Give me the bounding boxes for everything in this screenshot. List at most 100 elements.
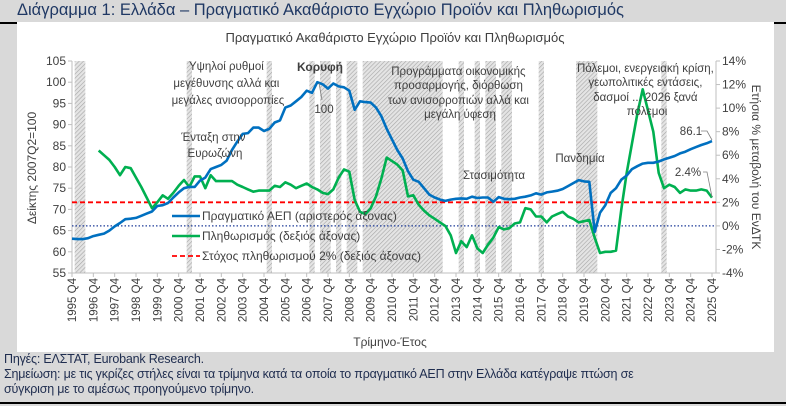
x-tick-label: 2022 Q4 bbox=[643, 277, 655, 322]
divider bbox=[774, 22, 786, 24]
x-tick-label: 1996 Q4 bbox=[88, 277, 100, 322]
annotation-boom: Υψηλοί ρυθμοί μεγέθυνσης αλλά και μεγάλε… bbox=[172, 61, 285, 107]
x-tick-label: 2019 Q4 bbox=[579, 277, 591, 322]
recession-band bbox=[538, 61, 544, 273]
left-tick-label: 60 bbox=[53, 245, 67, 259]
chart-panel: Πραγματικό Ακαθάριστο Εγχώριο Προϊόν και… bbox=[17, 22, 774, 352]
recession-band bbox=[320, 61, 331, 273]
right-tick-label: 14% bbox=[722, 54, 746, 68]
recession-band bbox=[661, 61, 667, 273]
chart-title: Πραγματικό Ακαθάριστο Εγχώριο Προϊόν και… bbox=[226, 30, 565, 45]
x-tick-label: 2013 Q4 bbox=[451, 277, 463, 322]
annotation-euro: Ένταξη στην Ευρωζώνη bbox=[180, 132, 249, 160]
right-tick-label: 0% bbox=[722, 219, 740, 233]
left-tick-label: 100 bbox=[46, 75, 66, 89]
left-tick-label: 80 bbox=[53, 160, 67, 174]
right-tick-label: 12% bbox=[722, 78, 746, 92]
x-tick-label: 2002 Q4 bbox=[216, 277, 228, 322]
shading-note-cont: σύγκριση με το αμέσως προηγούμενο τρίμην… bbox=[4, 382, 254, 396]
recession-band bbox=[362, 61, 443, 273]
axes: 55 60 65 70 75 80 85 90 95 100 105 -4% -2% 0% 2% 4% 6% 8%… bbox=[46, 54, 746, 322]
x-tick-label: 2000 Q4 bbox=[174, 277, 186, 322]
annotation-stagnation: Στασιμότητα bbox=[463, 170, 525, 182]
recession-band bbox=[458, 61, 464, 273]
legend-item-gdp: Πραγματικό ΑΕΠ (αριστερός άξονας) bbox=[172, 209, 397, 223]
recession-band bbox=[336, 61, 342, 273]
left-tick-label: 70 bbox=[53, 202, 67, 216]
recession-band bbox=[186, 61, 192, 273]
gdp-last-leader bbox=[701, 130, 713, 141]
inflation-line bbox=[97, 88, 714, 255]
recession-band bbox=[309, 61, 315, 273]
inflation-last-leader bbox=[703, 171, 713, 198]
x-tick-label: 2004 Q4 bbox=[259, 277, 271, 322]
right-tick-label: 6% bbox=[722, 148, 740, 162]
recession-band bbox=[576, 61, 598, 273]
recession-band bbox=[266, 61, 272, 273]
left-axis-title: Δείκτης 2007Q2=100 bbox=[25, 112, 39, 225]
annotation-programs: Προγράμματα οικονομικής προσαρμογής, διό… bbox=[388, 66, 532, 121]
x-tick-label: 1998 Q4 bbox=[131, 277, 143, 322]
legend: Πραγματικό ΑΕΠ (αριστερός άξονας) Πληθωρ… bbox=[172, 209, 421, 263]
x-tick-label: 1995 Q4 bbox=[67, 277, 79, 322]
left-tick-label: 65 bbox=[53, 224, 67, 238]
peak-data-label: 100 bbox=[314, 104, 333, 116]
x-tick-label: 1999 Q4 bbox=[152, 277, 164, 322]
annotation-pandemic: Πανδημία bbox=[555, 153, 605, 165]
left-tick-label: 85 bbox=[53, 139, 67, 153]
x-tick-label: 2011 Q4 bbox=[408, 277, 420, 321]
figure-title: Διάγραμμα 1: Ελλάδα – Πραγματικό Ακαθάρι… bbox=[17, 1, 624, 19]
legend-item-target: Στόχος πληθωρισμού 2% (δεξιός άξονας) bbox=[172, 249, 421, 263]
annotation-wars: Πόλεμοι, ενεργειακή κρίση, γεωπολιτικές … bbox=[577, 63, 717, 118]
x-axis-title: Τρίμηνο-Έτος bbox=[353, 335, 427, 349]
footnotes: Πηγές: ΕΛΣΤΑΤ, Eurobank Research. Σημείω… bbox=[4, 352, 634, 397]
bottom-divider bbox=[0, 402, 786, 404]
legend-item-inflation: Πληθωρισμός (δεξιός άξονας) bbox=[172, 229, 360, 243]
x-tick-label: 2001 Q4 bbox=[195, 277, 207, 322]
gdp-last-label: 86.1 bbox=[680, 126, 702, 138]
peak-leader-line bbox=[318, 82, 323, 101]
left-tick-label: 105 bbox=[46, 54, 66, 68]
x-tick-label: 2023 Q4 bbox=[664, 277, 676, 322]
right-tick-label: 2% bbox=[722, 195, 740, 209]
x-tick-label: 2005 Q4 bbox=[280, 277, 292, 322]
svg-text:Πραγματικό ΑΕΠ (αριστερός άξον: Πραγματικό ΑΕΠ (αριστερός άξονας) bbox=[202, 209, 397, 223]
recession-shading bbox=[74, 61, 667, 273]
recession-band bbox=[474, 61, 480, 273]
recession-band bbox=[346, 61, 358, 273]
x-tick-label: 2014 Q4 bbox=[472, 277, 484, 322]
left-tick-label: 75 bbox=[53, 181, 67, 195]
divider bbox=[0, 22, 17, 24]
x-tick-label: 2018 Q4 bbox=[558, 277, 570, 322]
right-tick-label: -4% bbox=[722, 266, 744, 280]
x-tick-label: 2021 Q4 bbox=[622, 277, 634, 322]
x-tick-label: 2024 Q4 bbox=[686, 277, 698, 322]
annotation-peak: Κορυφή bbox=[297, 60, 343, 74]
left-tick-label: 95 bbox=[53, 96, 67, 110]
left-tick-label: 55 bbox=[53, 266, 67, 280]
gdp-line bbox=[71, 80, 713, 241]
x-tick-label: 2017 Q4 bbox=[536, 277, 548, 322]
shading-note: Σημείωση: με τις γκρίζες στήλες είναι τα… bbox=[4, 367, 634, 381]
x-tick-label: 2007 Q4 bbox=[323, 277, 335, 322]
source-note: Πηγές: ΕΛΣΤΑΤ, Eurobank Research. bbox=[4, 352, 204, 366]
x-tick-label: 2025 Q4 bbox=[707, 277, 719, 322]
svg-text:Στόχος πληθωρισμού 2% (δεξιός: Στόχος πληθωρισμού 2% (δεξιός άξονας) bbox=[202, 249, 421, 263]
right-tick-label: 4% bbox=[722, 172, 740, 186]
recession-band bbox=[74, 61, 86, 273]
x-tick-label: 2008 Q4 bbox=[344, 277, 356, 322]
x-tick-label: 2015 Q4 bbox=[494, 277, 506, 322]
x-tick-label: 2012 Q4 bbox=[430, 277, 442, 322]
x-tick-label: 2009 Q4 bbox=[366, 277, 378, 322]
left-tick-label: 90 bbox=[53, 118, 67, 132]
recession-band bbox=[501, 61, 512, 273]
x-tick-label: 2016 Q4 bbox=[515, 277, 527, 322]
chart: Πραγματικό Ακαθάριστο Εγχώριο Προϊόν και… bbox=[25, 30, 763, 349]
svg-text:Πληθωρισμός (δεξιός άξονας): Πληθωρισμός (δεξιός άξονας) bbox=[202, 229, 360, 243]
x-tick-label: 2010 Q4 bbox=[387, 277, 399, 322]
right-tick-label: 10% bbox=[722, 101, 746, 115]
x-tick-label: 1997 Q4 bbox=[110, 277, 122, 322]
recession-band bbox=[485, 61, 496, 273]
right-tick-label: 8% bbox=[722, 125, 740, 139]
x-tick-label: 2020 Q4 bbox=[600, 277, 612, 322]
